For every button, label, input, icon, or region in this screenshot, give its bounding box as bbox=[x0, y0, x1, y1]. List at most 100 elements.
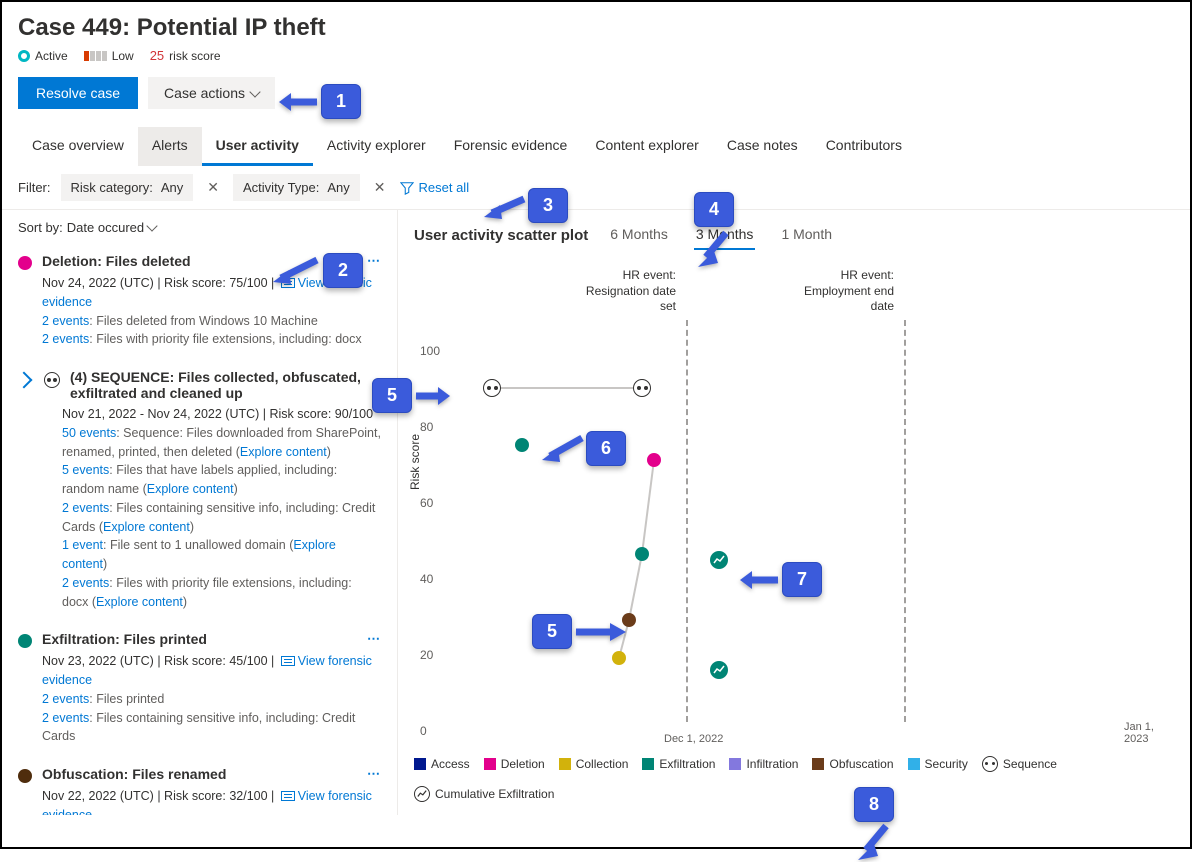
filter-activity-clear[interactable]: ✕ bbox=[370, 179, 390, 196]
data-point-cumulative[interactable] bbox=[710, 661, 728, 679]
filter-risk-category[interactable]: Risk category: Any bbox=[61, 174, 194, 201]
category-dot-icon bbox=[18, 769, 32, 783]
paren: ) bbox=[234, 482, 238, 496]
filter-bar: Filter: Risk category: Any ✕ Activity Ty… bbox=[2, 166, 1190, 209]
filter-risk-cat-label: Risk category: bbox=[71, 180, 153, 195]
reset-all-button[interactable]: Reset all bbox=[400, 180, 470, 195]
explore-content-link[interactable]: Explore content bbox=[103, 520, 190, 534]
range-3months[interactable]: 3 Months bbox=[694, 220, 756, 250]
more-button[interactable]: ⋯ bbox=[367, 631, 381, 647]
range-1month[interactable]: 1 Month bbox=[779, 220, 834, 250]
filter-risk-clear[interactable]: ✕ bbox=[203, 179, 223, 196]
funnel-icon bbox=[400, 181, 414, 195]
hr-event-line-2 bbox=[904, 320, 906, 722]
legend-cumulative: Cumulative Exfiltration bbox=[414, 786, 554, 802]
activity-card-sequence[interactable]: (4) SEQUENCE: Files collected, obfuscate… bbox=[2, 361, 397, 623]
paren: ) bbox=[327, 445, 331, 459]
activity-list[interactable]: Deletion: Files deleted ⋯ Nov 24, 2022 (… bbox=[2, 245, 397, 815]
range-6months[interactable]: 6 Months bbox=[608, 220, 670, 250]
tab-activity-explorer[interactable]: Activity explorer bbox=[313, 127, 440, 166]
status-badge: Active bbox=[18, 49, 68, 63]
y-tick: 20 bbox=[420, 648, 433, 662]
card-meta: Nov 23, 2022 (UTC) | Risk score: 45/100 … bbox=[42, 654, 274, 668]
category-dot-icon bbox=[18, 256, 32, 270]
content-area: Sort by: Date occured Deletion: Files de… bbox=[2, 210, 1190, 815]
sort-label: Sort by: bbox=[18, 220, 63, 235]
tab-forensic-evidence[interactable]: Forensic evidence bbox=[440, 127, 582, 166]
legend-exfiltration: Exfiltration bbox=[642, 757, 715, 771]
scatter-chart: HR event:Resignation dateset HR event:Em… bbox=[414, 260, 1174, 750]
hr-event-employment-label: HR event:Employment enddate bbox=[804, 268, 894, 315]
explore-content-link[interactable]: Explore content bbox=[147, 482, 234, 496]
severity-text: Low bbox=[112, 49, 134, 63]
case-actions-button[interactable]: Case actions bbox=[148, 77, 275, 109]
tab-user-activity[interactable]: User activity bbox=[202, 127, 313, 166]
event-count-link[interactable]: 2 events bbox=[42, 332, 89, 346]
activity-list-panel: Sort by: Date occured Deletion: Files de… bbox=[2, 210, 398, 815]
filter-risk-cat-value: Any bbox=[161, 180, 183, 195]
data-point-deletion[interactable] bbox=[647, 453, 661, 467]
filter-act-type-label: Activity Type: bbox=[243, 180, 319, 195]
risk-score-value: 25 bbox=[150, 48, 164, 63]
event-count-link[interactable]: 50 events bbox=[62, 426, 116, 440]
severity-badge: Low bbox=[84, 49, 134, 63]
hr-event-line-1 bbox=[686, 320, 688, 722]
event-count-link[interactable]: 2 events bbox=[42, 692, 89, 706]
data-point-cumulative[interactable] bbox=[710, 551, 728, 569]
event-desc: : Files with priority file extensions, i… bbox=[89, 332, 361, 346]
filter-act-type-value: Any bbox=[327, 180, 349, 195]
tab-content-explorer[interactable]: Content explorer bbox=[581, 127, 713, 166]
filter-activity-type[interactable]: Activity Type: Any bbox=[233, 174, 360, 201]
case-meta: Active Low 25 risk score bbox=[18, 48, 1174, 63]
severity-icon bbox=[84, 51, 107, 61]
card-meta: Nov 21, 2022 - Nov 24, 2022 (UTC) | Risk… bbox=[62, 405, 381, 424]
card-title: Obfuscation: Files renamed bbox=[42, 766, 357, 782]
event-count-link[interactable]: 2 events bbox=[62, 501, 109, 515]
legend-access: Access bbox=[414, 757, 470, 771]
chart-connectors bbox=[414, 260, 1174, 750]
more-button[interactable]: ⋯ bbox=[367, 253, 381, 269]
card-title: Deletion: Files deleted bbox=[42, 253, 357, 269]
event-count-link[interactable]: 1 event bbox=[62, 538, 103, 552]
activity-card-obfuscation[interactable]: Obfuscation: Files renamed ⋯ Nov 22, 202… bbox=[2, 758, 397, 815]
event-desc: : File sent to 1 unallowed domain ( bbox=[103, 538, 293, 552]
chart-title: User activity scatter plot bbox=[414, 227, 588, 244]
forensic-evidence-icon bbox=[281, 656, 295, 666]
data-point-collection[interactable] bbox=[612, 651, 626, 665]
expand-icon[interactable] bbox=[16, 372, 33, 389]
legend-obfuscation: Obfuscation bbox=[812, 757, 893, 771]
data-point-sequence[interactable] bbox=[633, 379, 651, 397]
explore-content-link[interactable]: Explore content bbox=[240, 445, 327, 459]
case-tabs: Case overview Alerts User activity Activ… bbox=[2, 127, 1190, 166]
forensic-evidence-icon bbox=[281, 791, 295, 801]
y-axis-label: Risk score bbox=[408, 434, 422, 490]
y-tick: 80 bbox=[420, 420, 433, 434]
sort-dropdown[interactable]: Sort by: Date occured bbox=[2, 210, 397, 245]
category-dot-icon bbox=[18, 634, 32, 648]
activity-card-exfiltration[interactable]: Exfiltration: Files printed ⋯ Nov 23, 20… bbox=[2, 623, 397, 758]
activity-card-deletion[interactable]: Deletion: Files deleted ⋯ Nov 24, 2022 (… bbox=[2, 245, 397, 361]
tab-case-overview[interactable]: Case overview bbox=[18, 127, 138, 166]
y-tick: 100 bbox=[420, 344, 440, 358]
tab-alerts[interactable]: Alerts bbox=[138, 127, 202, 166]
resolve-case-button[interactable]: Resolve case bbox=[18, 77, 138, 109]
data-point-obfuscation[interactable] bbox=[622, 613, 636, 627]
data-point-exfiltration[interactable] bbox=[635, 547, 649, 561]
card-meta: Nov 22, 2022 (UTC) | Risk score: 32/100 … bbox=[42, 789, 274, 803]
event-count-link[interactable]: 2 events bbox=[62, 576, 109, 590]
data-point-sequence[interactable] bbox=[483, 379, 501, 397]
data-point-exfiltration[interactable] bbox=[515, 438, 529, 452]
x-tick: Dec 1, 2022 bbox=[664, 733, 723, 745]
chevron-down-icon bbox=[146, 220, 157, 231]
legend-sequence: Sequence bbox=[982, 756, 1057, 772]
time-range-tabs: 6 Months 3 Months 1 Month bbox=[608, 220, 834, 250]
more-button[interactable]: ⋯ bbox=[367, 766, 381, 782]
tab-case-notes[interactable]: Case notes bbox=[713, 127, 812, 166]
explore-content-link[interactable]: Explore content bbox=[96, 595, 183, 609]
event-count-link[interactable]: 2 events bbox=[42, 314, 89, 328]
hr-event-resignation-label: HR event:Resignation dateset bbox=[586, 268, 676, 315]
event-count-link[interactable]: 5 events bbox=[62, 463, 109, 477]
tab-contributors[interactable]: Contributors bbox=[812, 127, 916, 166]
event-count-link[interactable]: 2 events bbox=[42, 711, 89, 725]
risk-score-label: risk score bbox=[169, 49, 220, 63]
